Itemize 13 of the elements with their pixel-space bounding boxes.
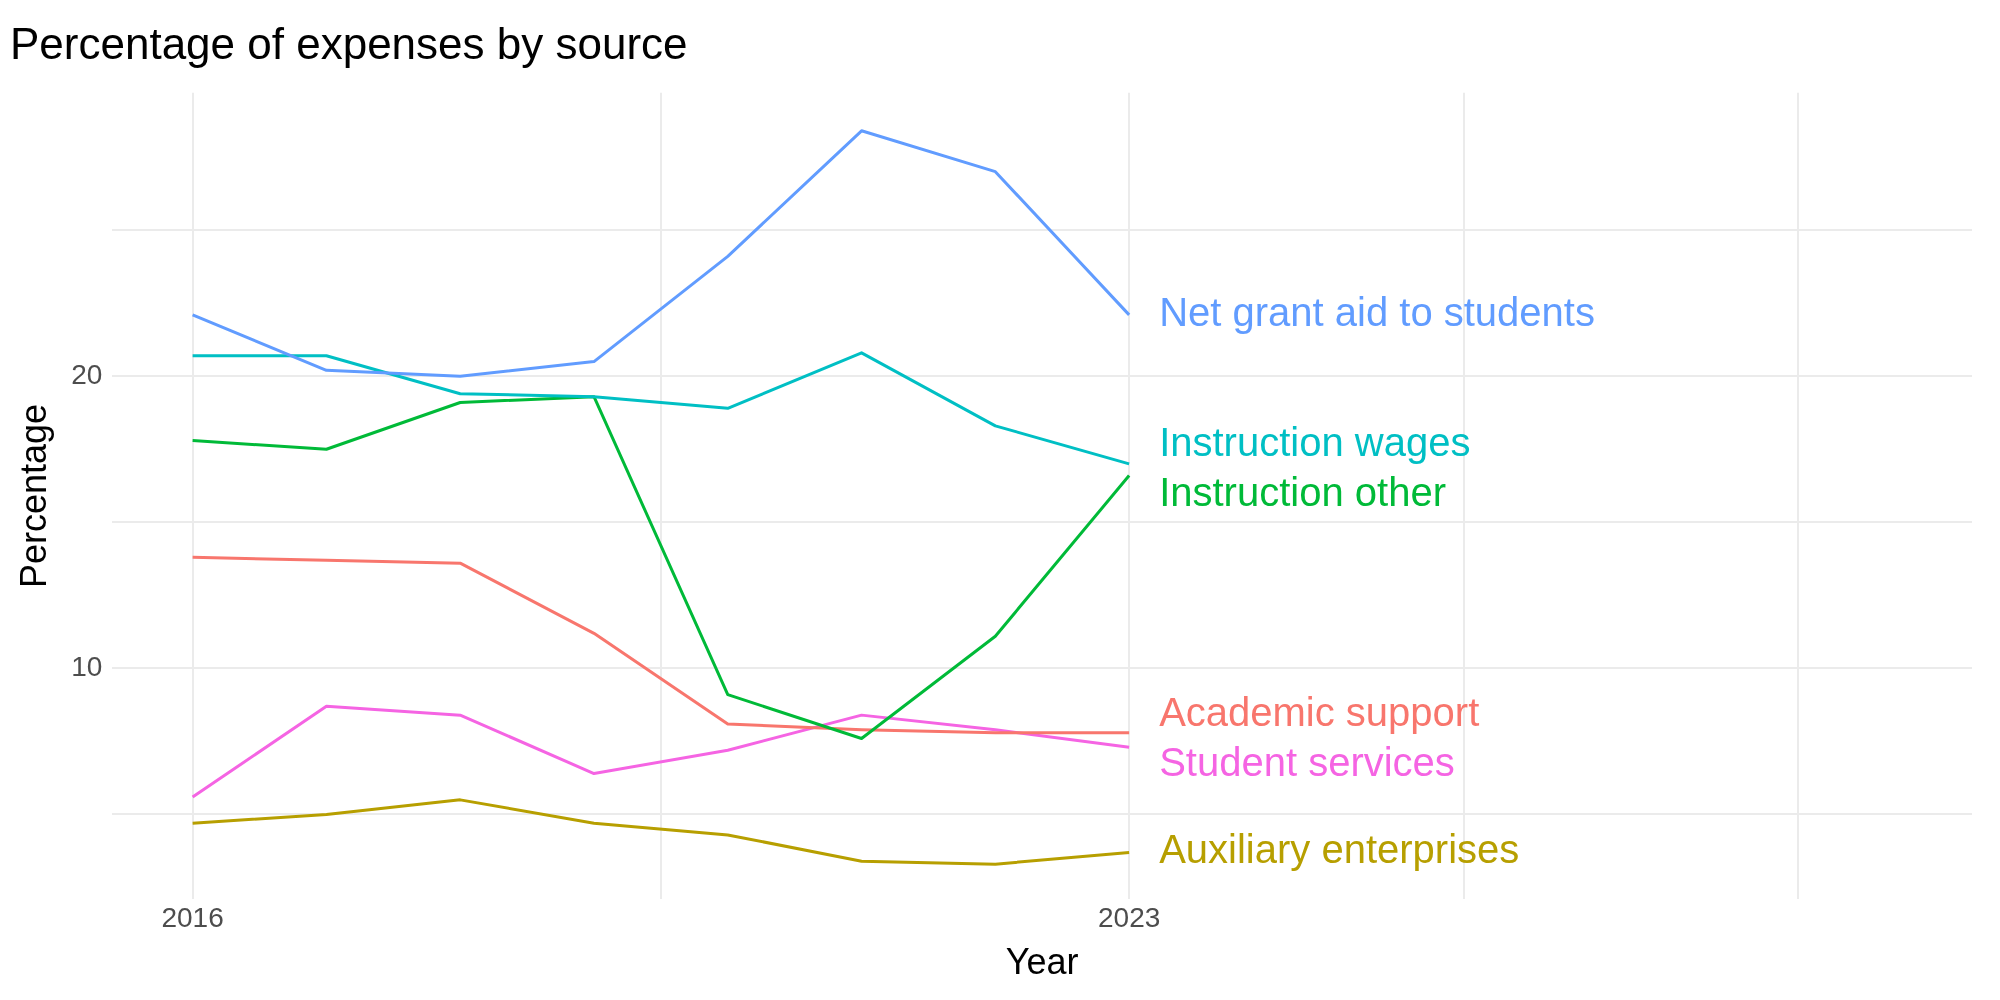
series-label: Instruction wages: [1159, 419, 1471, 464]
x-tick-label: 2023: [1097, 901, 1161, 933]
series-label: Instruction other: [1159, 469, 1446, 514]
x-tick-label: 2016: [161, 901, 224, 933]
x-axis-title: Year: [1005, 941, 1079, 983]
series-label: Academic support: [1159, 690, 1480, 734]
y-axis-title: Percentage: [12, 403, 54, 589]
series-label: Net grant aid to students: [1159, 289, 1595, 334]
y-tick-label: 20: [71, 358, 103, 390]
series-label: Student services: [1159, 740, 1455, 784]
chart-title: Percentage of expenses by source: [10, 18, 688, 68]
series-label: Auxiliary enterprises: [1159, 827, 1520, 872]
y-tick-label: 10: [71, 651, 103, 683]
